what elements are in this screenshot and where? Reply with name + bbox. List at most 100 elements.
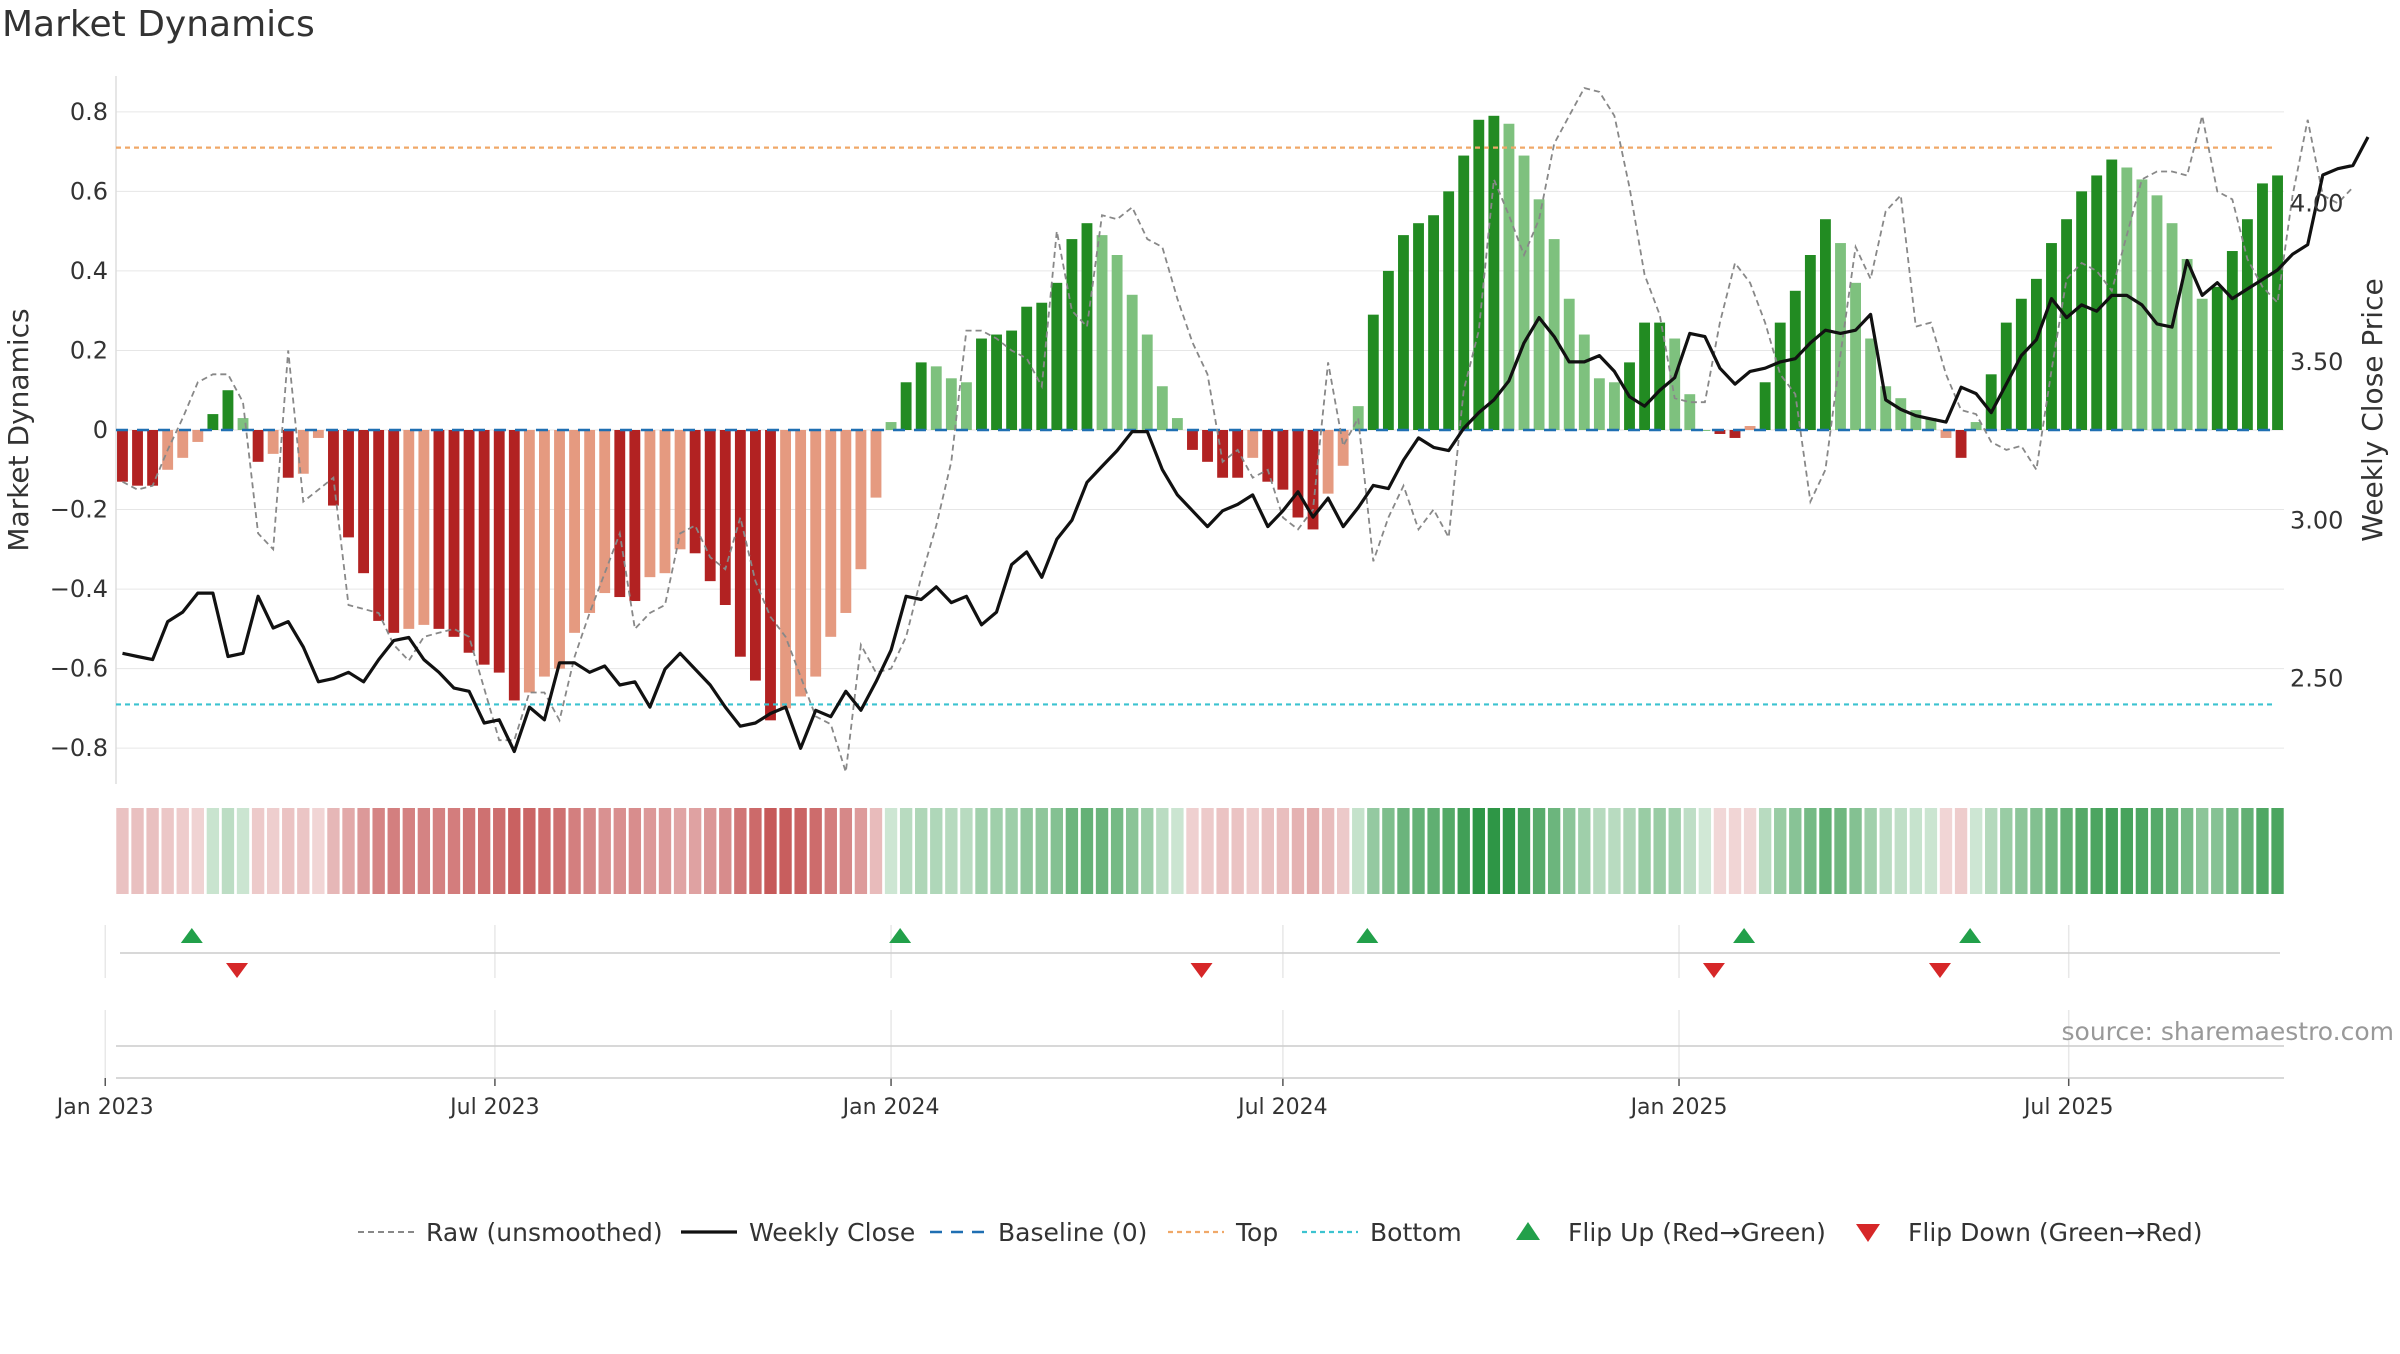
flip-up-marker xyxy=(1959,928,1982,943)
momentum-bar xyxy=(960,382,972,430)
regime-cell xyxy=(2226,808,2239,894)
regime-cell xyxy=(899,808,913,894)
regime-cell xyxy=(1427,808,1440,894)
right-tick-label: 4.00 xyxy=(2290,190,2343,218)
momentum-bar xyxy=(1066,239,1078,430)
momentum-bar xyxy=(448,430,460,637)
left-axis-label: Market Dynamics xyxy=(2,308,35,551)
regime-cell xyxy=(643,808,657,894)
momentum-bar xyxy=(1684,394,1696,430)
regime-cell xyxy=(1171,808,1184,894)
momentum-bar xyxy=(1126,294,1138,430)
regime-cell xyxy=(1216,808,1229,894)
momentum-bar xyxy=(1111,255,1123,430)
flip-down-marker xyxy=(1928,963,1951,978)
momentum-bar xyxy=(1036,302,1048,430)
regime-cell xyxy=(1487,808,1501,894)
momentum-bar xyxy=(1729,430,1741,438)
legend-label: Flip Down (Green→Red) xyxy=(1908,1218,2203,1247)
regime-cell xyxy=(2060,808,2073,894)
regime-cell xyxy=(1939,808,1953,894)
momentum-bar xyxy=(1835,243,1846,430)
momentum-bar xyxy=(991,334,1002,430)
momentum-bar xyxy=(1262,430,1274,482)
momentum-bar xyxy=(825,430,837,637)
momentum-bar xyxy=(930,366,942,430)
momentum-bar xyxy=(1202,430,1213,462)
momentum-bar xyxy=(976,338,987,430)
regime-cell xyxy=(462,808,476,894)
regime-cell xyxy=(1954,808,1968,894)
momentum-bar xyxy=(1880,386,1892,430)
momentum-bar xyxy=(177,430,189,458)
momentum-bar xyxy=(2181,258,2193,430)
momentum-bar xyxy=(2000,322,2012,430)
regime-cell xyxy=(1638,808,1651,894)
momentum-bar xyxy=(2272,175,2283,430)
momentum-bar xyxy=(267,430,279,454)
momentum-bar xyxy=(1247,430,1259,458)
regime-cell xyxy=(1141,808,1154,894)
momentum-bar xyxy=(282,430,294,478)
regime-cell xyxy=(2241,808,2254,894)
momentum-bar xyxy=(1563,298,1575,430)
flip-up-marker xyxy=(1733,928,1756,943)
regime-cell xyxy=(266,808,280,894)
regime-cell xyxy=(915,808,928,894)
momentum-bar xyxy=(2015,298,2027,430)
regime-cell xyxy=(1517,808,1531,894)
momentum-bar xyxy=(855,430,867,570)
right-tick-label: 3.50 xyxy=(2290,348,2343,376)
regime-cell xyxy=(2150,808,2164,894)
regime-cell xyxy=(1743,808,1757,894)
regime-cell xyxy=(1276,808,1290,894)
regime-cell xyxy=(1789,808,1802,894)
momentum-bar xyxy=(2030,278,2042,430)
regime-cell xyxy=(1668,808,1681,894)
regime-cell xyxy=(824,808,837,894)
legend-label: Raw (unsmoothed) xyxy=(426,1218,663,1247)
right-tick-label: 2.50 xyxy=(2290,665,2343,693)
momentum-bar xyxy=(1578,334,1590,430)
momentum-bar xyxy=(900,382,912,430)
regime-cell xyxy=(930,808,943,894)
regime-cell xyxy=(1985,808,1998,894)
momentum-bar xyxy=(870,430,882,498)
regime-cell xyxy=(146,808,159,894)
regime-cell xyxy=(493,808,506,894)
momentum-bar xyxy=(132,430,143,486)
momentum-bar xyxy=(493,430,505,673)
regime-cell xyxy=(1352,808,1365,894)
momentum-bar xyxy=(1367,314,1379,430)
regime-cell xyxy=(809,808,822,894)
regime-cell xyxy=(2015,808,2028,894)
regime-cell xyxy=(1412,808,1425,894)
momentum-bar xyxy=(1774,322,1786,430)
momentum-bar xyxy=(1654,322,1666,430)
regime-cell xyxy=(1758,808,1772,894)
momentum-bar xyxy=(840,430,852,613)
regime-cell xyxy=(1095,808,1109,894)
regime-cell xyxy=(282,808,295,894)
weekly-close-line xyxy=(122,136,2370,754)
momentum-bar xyxy=(629,430,641,602)
momentum-bar xyxy=(1277,430,1289,490)
regime-cell xyxy=(2120,808,2134,894)
x-tick-label: Jul 2024 xyxy=(1236,1095,1328,1120)
flip-down-marker xyxy=(1702,963,1725,978)
regime-cell xyxy=(1894,808,1907,894)
momentum-bar xyxy=(1669,338,1681,430)
regime-cell xyxy=(1819,808,1832,894)
regime-cell xyxy=(960,808,973,894)
regime-cell xyxy=(1532,808,1546,894)
momentum-bar xyxy=(1593,378,1605,430)
momentum-bar xyxy=(2196,298,2208,430)
flip-down-marker xyxy=(1190,963,1213,978)
momentum-bar xyxy=(1503,123,1515,430)
left-tick-label: 0.6 xyxy=(70,177,108,205)
regime-cell xyxy=(1291,808,1305,894)
regime-cell xyxy=(161,808,174,894)
regime-cell xyxy=(945,808,958,894)
regime-cell xyxy=(1156,808,1169,894)
momentum-bar xyxy=(1473,119,1485,430)
